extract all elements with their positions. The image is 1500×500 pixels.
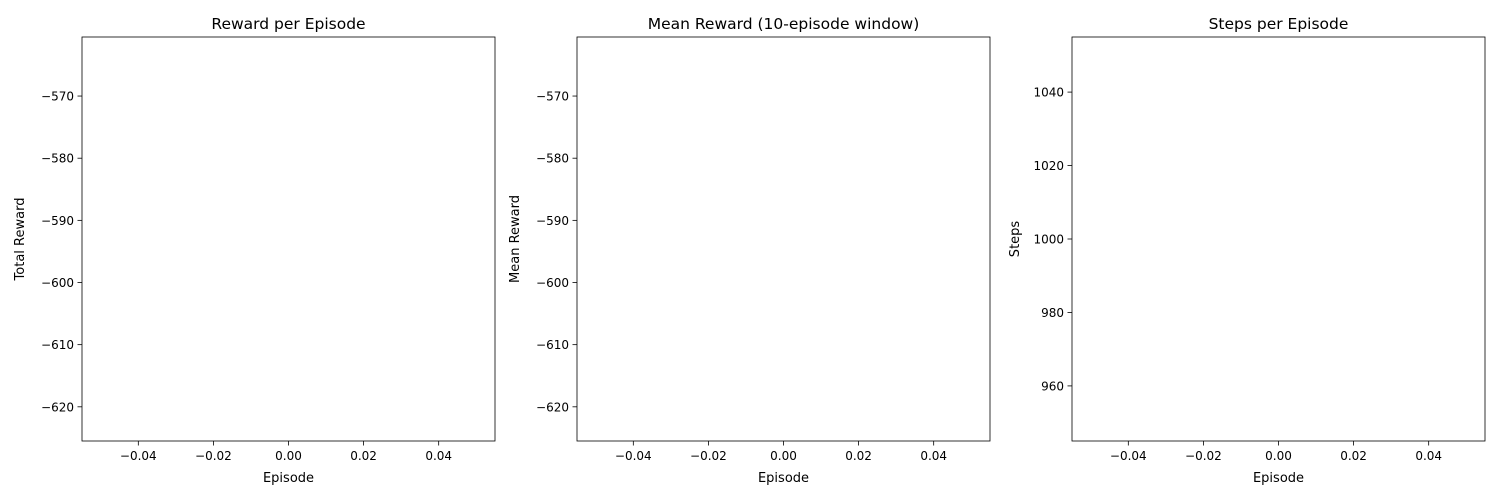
y-tick-label: −570 — [41, 90, 74, 104]
y-tick-label: −590 — [536, 214, 569, 228]
chart-title: Reward per Episode — [211, 15, 365, 33]
axes-frame — [576, 36, 991, 442]
x-tick-label: 0.04 — [425, 449, 452, 463]
y-tick-label: −570 — [536, 90, 569, 104]
x-tick-label: 0.02 — [1340, 449, 1367, 463]
y-tick-label: 1000 — [1033, 233, 1064, 247]
x-axis-label: Episode — [1253, 471, 1304, 486]
x-tick-label: 0.00 — [1265, 449, 1292, 463]
y-tick-label: −610 — [41, 338, 74, 352]
y-axis-label: Total Reward — [13, 198, 28, 282]
chart-title: Steps per Episode — [1209, 15, 1349, 33]
y-axis-label: Mean Reward — [508, 195, 523, 283]
x-tick-label: −0.02 — [195, 449, 232, 463]
chart-panel-1: Reward per Episode −0.04 −0.02 0.00 0.02 0.04… — [13, 15, 496, 486]
x-tick-label: −0.02 — [1185, 449, 1222, 463]
y-tick-label: −580 — [536, 152, 569, 166]
x-tick-label: −0.04 — [615, 449, 652, 463]
axes-frame — [1071, 36, 1486, 442]
y-tick-label: −600 — [41, 276, 74, 290]
y-tick-label: −580 — [41, 152, 74, 166]
x-axis-label: Episode — [263, 471, 314, 486]
x-tick-label: −0.04 — [120, 449, 157, 463]
x-tick-label: 0.04 — [1415, 449, 1442, 463]
x-tick-label: −0.02 — [690, 449, 727, 463]
y-tick-label: −620 — [536, 400, 569, 414]
x-axis-label: Episode — [758, 471, 809, 486]
y-tick-label: 1040 — [1033, 86, 1064, 100]
y-tick-label: 1020 — [1033, 159, 1064, 173]
axes-frame — [81, 36, 496, 442]
chart-panel-3: Steps per Episode −0.04 −0.02 0.00 0.02 0.04 1… — [1008, 15, 1486, 486]
y-tick-label: −620 — [41, 400, 74, 414]
x-tick-label: −0.04 — [1110, 449, 1147, 463]
y-tick-label: 960 — [1041, 379, 1064, 393]
x-tick-label: 0.04 — [920, 449, 947, 463]
y-axis-label: Steps — [1008, 221, 1023, 258]
x-tick-label: 0.02 — [350, 449, 377, 463]
x-tick-label: 0.00 — [275, 449, 302, 463]
y-tick-label: −610 — [536, 338, 569, 352]
chart-title: Mean Reward (10-episode window) — [648, 15, 920, 33]
x-tick-label: 0.02 — [845, 449, 872, 463]
y-tick-label: −600 — [536, 276, 569, 290]
y-tick-label: −590 — [41, 214, 74, 228]
y-tick-label: 980 — [1041, 306, 1064, 320]
chart-panel-2: Mean Reward (10-episode window) −0.04 −0.0… — [508, 15, 991, 486]
x-tick-label: 0.00 — [770, 449, 797, 463]
